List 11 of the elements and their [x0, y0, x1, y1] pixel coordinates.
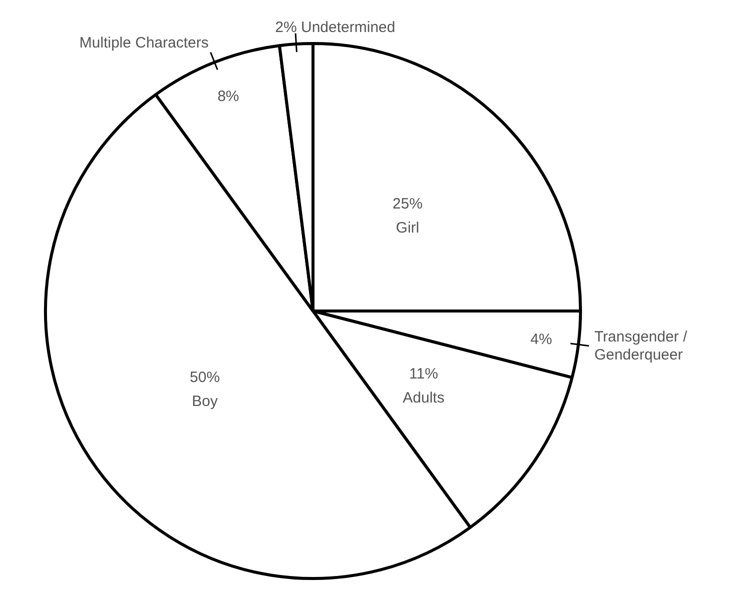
- data-label: 25%: [392, 196, 423, 213]
- slice-label: Transgender / Genderqueer: [594, 328, 688, 364]
- slice-label: Boy: [192, 392, 218, 410]
- slice-label: Girl: [396, 220, 420, 237]
- data-label: 11%: [409, 365, 438, 382]
- data-label: 50%: [190, 368, 220, 386]
- slice-label: Multiple Characters: [79, 34, 209, 52]
- data-label: 8%: [217, 88, 240, 106]
- data-label: 4%: [530, 330, 552, 348]
- slice-label: Adults: [402, 389, 444, 406]
- slice-label: 2% Undetermined: [275, 19, 396, 36]
